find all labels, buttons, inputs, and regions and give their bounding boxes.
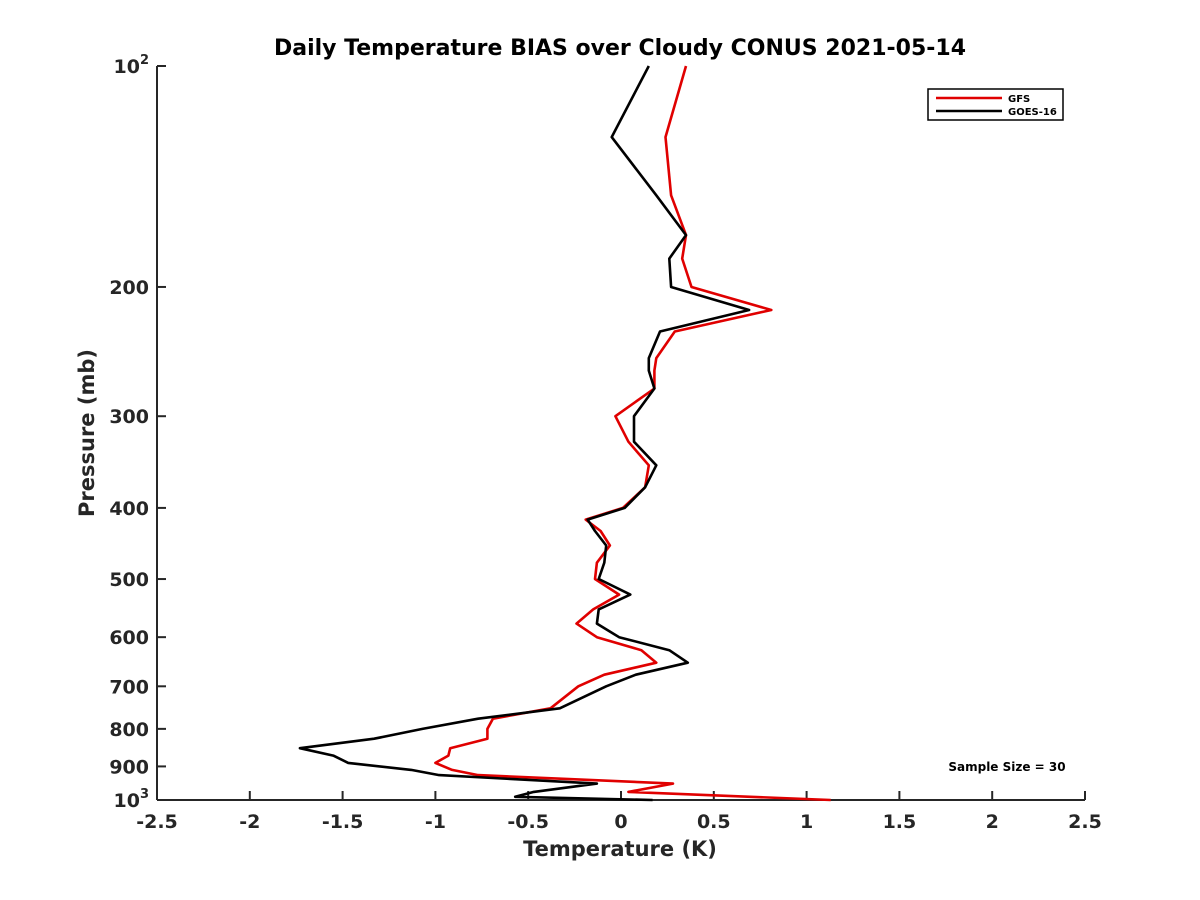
legend-label: GOES-16 xyxy=(1008,107,1057,118)
x-axis-label: Temperature (K) xyxy=(523,837,717,861)
x-tick-label: 2.5 xyxy=(1068,811,1102,833)
x-tick-label: 2 xyxy=(986,811,999,833)
x-tick-label: 0.5 xyxy=(697,811,731,833)
x-tick-label: 1 xyxy=(800,811,813,833)
sample-size-annotation: Sample Size = 30 xyxy=(948,760,1065,774)
y-tick-label: 800 xyxy=(109,719,149,741)
x-tick-label: -2.5 xyxy=(136,811,178,833)
chart-title: Daily Temperature BIAS over Cloudy CONUS… xyxy=(274,36,966,61)
series-layer xyxy=(298,65,831,802)
x-tick-label: 1.5 xyxy=(883,811,917,833)
y-tick-label: 103 xyxy=(114,787,150,812)
x-tick-label: -2 xyxy=(239,811,260,833)
x-tick-label: -1 xyxy=(425,811,446,833)
series-line-gfs xyxy=(434,65,831,802)
y-tick-label: 102 xyxy=(114,53,150,78)
y-tick-label: 200 xyxy=(109,277,149,299)
legend-label: GFS xyxy=(1008,94,1030,105)
y-tick-label: 400 xyxy=(109,498,149,520)
x-tick-label: -1.5 xyxy=(322,811,364,833)
y-tick-label: 900 xyxy=(109,756,149,778)
axes: -2.5 -2 -1.5 -1 -0.5 0 0.5 1 1.5 2 2.5102200300400… xyxy=(109,53,1102,833)
legend: GFS GOES-16 xyxy=(927,88,1064,121)
y-tick-label: 500 xyxy=(109,569,149,591)
x-tick-label: 0 xyxy=(614,811,627,833)
y-tick-base: 10 xyxy=(114,56,140,78)
y-tick-label: 700 xyxy=(109,676,149,698)
y-tick-base: 10 xyxy=(114,790,140,812)
y-tick-exponent: 3 xyxy=(140,787,149,802)
y-tick-label: 300 xyxy=(109,406,149,428)
series-line-goes-16 xyxy=(298,65,751,802)
y-tick-exponent: 2 xyxy=(140,53,149,68)
y-tick-label: 600 xyxy=(109,627,149,649)
y-axis-label: Pressure (mb) xyxy=(75,349,99,517)
x-tick-label: -0.5 xyxy=(507,811,549,833)
legend-box xyxy=(927,88,1064,121)
